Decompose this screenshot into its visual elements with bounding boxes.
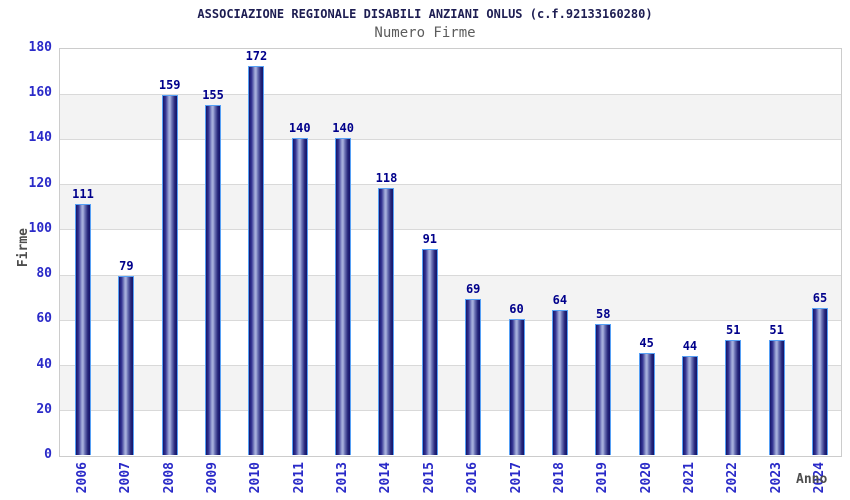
gridline-y-80 [60, 274, 841, 276]
bar-2008[interactable] [161, 95, 178, 455]
bar-2017[interactable] [508, 319, 525, 455]
y-tick-label-40: 40 [36, 356, 52, 372]
value-label-2019: 58 [596, 306, 611, 321]
value-label-2022: 51 [726, 322, 741, 337]
x-tick-label-2014: 2014 [378, 462, 394, 494]
y-tick-label-100: 100 [28, 220, 52, 236]
value-label-2014: 118 [375, 171, 398, 186]
gridline-y-100 [60, 229, 841, 231]
value-label-2011: 140 [288, 121, 311, 136]
bar-2018[interactable] [551, 310, 568, 455]
value-label-2006: 111 [72, 187, 94, 202]
x-tick-label-2018: 2018 [551, 462, 567, 494]
value-label-2021: 44 [682, 338, 698, 353]
bar-2020[interactable] [638, 353, 655, 455]
value-label-2023: 51 [769, 322, 784, 337]
gridline-y-40 [60, 365, 841, 367]
bar-2007[interactable] [118, 276, 135, 455]
x-tick-label-2017: 2017 [508, 462, 524, 494]
bar-2015[interactable] [421, 249, 438, 455]
x-tick-label-2023: 2023 [768, 462, 784, 494]
chart-title: ASSOCIAZIONE REGIONALE DISABILI ANZIANI … [197, 7, 653, 21]
bar-2023[interactable] [768, 339, 785, 455]
value-label-2010: 172 [245, 49, 268, 64]
bar-2016[interactable] [465, 298, 482, 455]
x-tick-label-2015: 2015 [421, 462, 437, 494]
value-label-2008: 159 [158, 78, 181, 93]
y-axis-title: Firme [16, 228, 31, 268]
y-tick-label-180: 180 [28, 40, 52, 55]
bar-2022[interactable] [725, 339, 742, 455]
bar-2014[interactable] [378, 188, 395, 455]
value-label-2020: 45 [639, 336, 654, 351]
y-tick-label-140: 140 [28, 130, 52, 146]
bar-2006[interactable] [75, 204, 91, 455]
x-tick-label-2009: 2009 [205, 462, 221, 494]
value-label-2024: 65 [812, 291, 828, 306]
value-label-2016: 69 [465, 281, 481, 296]
value-label-2015: 91 [422, 232, 438, 247]
x-tick-label-2008: 2008 [161, 462, 177, 494]
y-tick-label-60: 60 [36, 311, 52, 327]
gridline-y-20 [60, 410, 841, 412]
y-tick-label-0: 0 [44, 447, 52, 462]
bar-2024[interactable] [812, 308, 828, 455]
gridline-y-140 [60, 138, 841, 140]
gridline-y-120 [60, 184, 841, 186]
gridline-y-160 [60, 93, 841, 95]
y-tick-label-80: 80 [36, 266, 52, 282]
bar-2021[interactable] [681, 355, 698, 455]
value-label-2007: 79 [119, 259, 134, 274]
x-tick-label-2019: 2019 [595, 462, 611, 494]
bar-2010[interactable] [248, 66, 265, 455]
x-tick-label-2022: 2022 [725, 462, 741, 494]
x-tick-label-2020: 2020 [638, 462, 654, 494]
x-tick-label-2010: 2010 [248, 462, 264, 494]
x-tick-label-2011: 2011 [291, 462, 307, 494]
bar-2013[interactable] [335, 138, 352, 455]
x-tick-label-2013: 2013 [335, 462, 351, 494]
x-tick-label-2007: 2007 [118, 462, 134, 494]
gridline-y-60 [60, 319, 841, 321]
chart-subtitle: Numero Firme [374, 25, 476, 41]
x-axis-title: Anno [796, 472, 828, 487]
bar-2009[interactable] [205, 104, 222, 455]
y-tick-label-20: 20 [36, 401, 52, 417]
x-tick-label-2016: 2016 [465, 462, 481, 494]
bar-2011[interactable] [291, 138, 308, 455]
value-label-2018: 64 [552, 293, 568, 308]
y-tick-label-160: 160 [28, 85, 52, 101]
bar-2019[interactable] [595, 323, 612, 455]
value-label-2017: 60 [509, 302, 524, 317]
x-tick-label-2006: 2006 [75, 462, 90, 494]
x-tick-label-2021: 2021 [681, 462, 697, 494]
y-tick-label-120: 120 [28, 175, 52, 191]
value-label-2013: 140 [332, 121, 354, 136]
plot-area [59, 48, 842, 457]
value-label-2009: 155 [202, 87, 224, 102]
